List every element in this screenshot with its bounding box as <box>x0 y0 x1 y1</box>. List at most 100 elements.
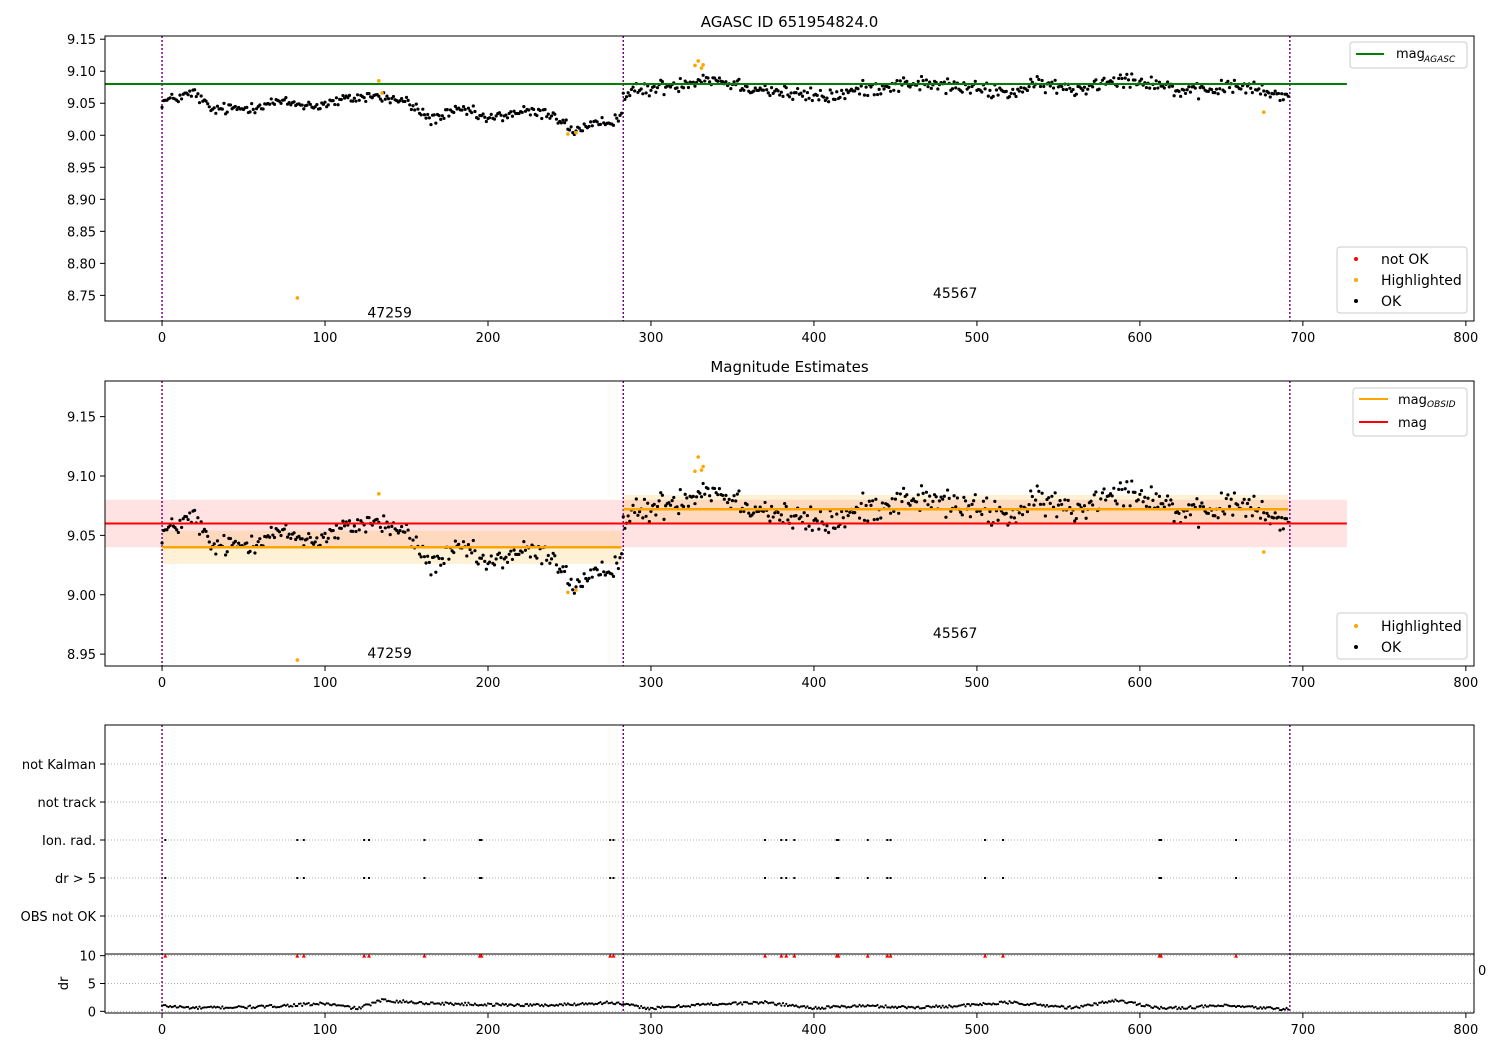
dr-point <box>558 1003 561 1006</box>
dr-point <box>185 1005 188 1009</box>
ok-point <box>745 503 749 507</box>
dr-point <box>540 1003 543 1007</box>
ok-point <box>564 564 568 569</box>
ok-point <box>1166 80 1170 84</box>
dr-point <box>255 1006 258 1009</box>
dr-point <box>868 1004 871 1007</box>
dr-outlier-marker <box>479 953 484 958</box>
dr-point <box>1102 1001 1106 1005</box>
ok-point <box>336 536 340 540</box>
dr-point <box>842 1005 845 1008</box>
ok-point <box>473 109 477 114</box>
ok-point <box>879 516 883 520</box>
ok-point <box>442 561 446 566</box>
ok-point <box>206 102 210 106</box>
ok-point <box>1144 504 1149 508</box>
ok-point <box>921 491 925 495</box>
ok-point <box>1281 98 1285 102</box>
dr-point <box>490 1002 493 1006</box>
flag-point <box>1001 839 1004 841</box>
ok-point <box>595 120 599 124</box>
ok-point <box>875 92 880 97</box>
dr-point <box>695 1003 698 1006</box>
ok-point <box>900 499 904 504</box>
ok-point <box>730 498 735 503</box>
y-tick-label: 5 <box>88 978 96 993</box>
dr-outlier-marker <box>163 953 168 958</box>
ok-point <box>188 511 192 515</box>
ok-point <box>737 77 741 81</box>
ok-point <box>233 104 237 109</box>
ok-point <box>1100 491 1105 495</box>
ok-point <box>810 528 814 532</box>
dr-point <box>1287 1008 1290 1011</box>
ok-point <box>686 85 691 90</box>
flag-point <box>164 839 167 841</box>
ok-point <box>1286 94 1290 98</box>
dr-point <box>413 1002 416 1005</box>
ok-point <box>805 513 810 518</box>
dr-point <box>816 1007 819 1010</box>
ok-point <box>703 79 707 83</box>
dr-point <box>1213 1005 1216 1008</box>
ok-point <box>1164 498 1168 503</box>
dr-point <box>336 1004 340 1007</box>
ok-point <box>877 87 881 92</box>
ok-point <box>655 86 660 90</box>
ok-point <box>256 540 260 544</box>
dr-point <box>369 1004 372 1007</box>
dr-point <box>946 1006 949 1009</box>
ok-point <box>567 583 572 587</box>
ok-point <box>923 499 927 503</box>
dr-point <box>1254 1005 1257 1008</box>
ok-point <box>678 487 682 492</box>
ok-point <box>916 79 920 83</box>
dr-point <box>755 1001 759 1004</box>
ok-point <box>945 488 950 492</box>
ok-point <box>1172 94 1176 98</box>
dr-point <box>1101 1000 1104 1003</box>
dr-point <box>1205 1005 1208 1008</box>
dr-point <box>294 1004 297 1008</box>
ok-point <box>207 540 211 544</box>
ok-point <box>367 92 371 96</box>
ok-point <box>872 93 876 97</box>
dr-point <box>778 1002 781 1005</box>
ok-point <box>189 94 193 98</box>
ok-point <box>1206 511 1210 515</box>
ok-point <box>929 86 933 90</box>
ok-point <box>595 568 599 572</box>
ok-point <box>893 497 898 501</box>
ok-point <box>1061 87 1065 92</box>
legend-label: OK <box>1381 640 1402 656</box>
ok-point <box>784 86 788 90</box>
highlighted-point <box>701 464 705 469</box>
dr-point <box>949 1005 952 1008</box>
ok-point <box>313 105 317 109</box>
ok-point <box>1082 504 1087 508</box>
dr-point <box>200 1007 203 1010</box>
dr-point <box>1220 1004 1223 1007</box>
ok-point <box>787 95 792 99</box>
dr-point <box>1127 1001 1130 1004</box>
dr-point <box>1270 1006 1274 1010</box>
ok-point <box>308 535 312 540</box>
legend-marker <box>1354 257 1358 261</box>
ok-point <box>1167 85 1171 89</box>
ok-point <box>615 561 619 565</box>
ok-point <box>179 97 184 101</box>
ok-point <box>1141 500 1145 504</box>
dr-point <box>658 1005 661 1009</box>
dr-outlier-marker <box>888 953 893 958</box>
dr-point <box>1000 1000 1003 1003</box>
dr-point <box>688 1005 692 1008</box>
dr-point <box>1215 1005 1218 1008</box>
flag-point <box>1158 839 1161 841</box>
ok-point <box>805 90 810 95</box>
ok-point <box>307 531 311 536</box>
dr-point <box>781 1001 785 1005</box>
ok-point <box>279 533 283 538</box>
dr-point <box>750 1002 754 1005</box>
y-tick-label: 8.95 <box>67 161 96 176</box>
ok-point <box>535 556 539 560</box>
